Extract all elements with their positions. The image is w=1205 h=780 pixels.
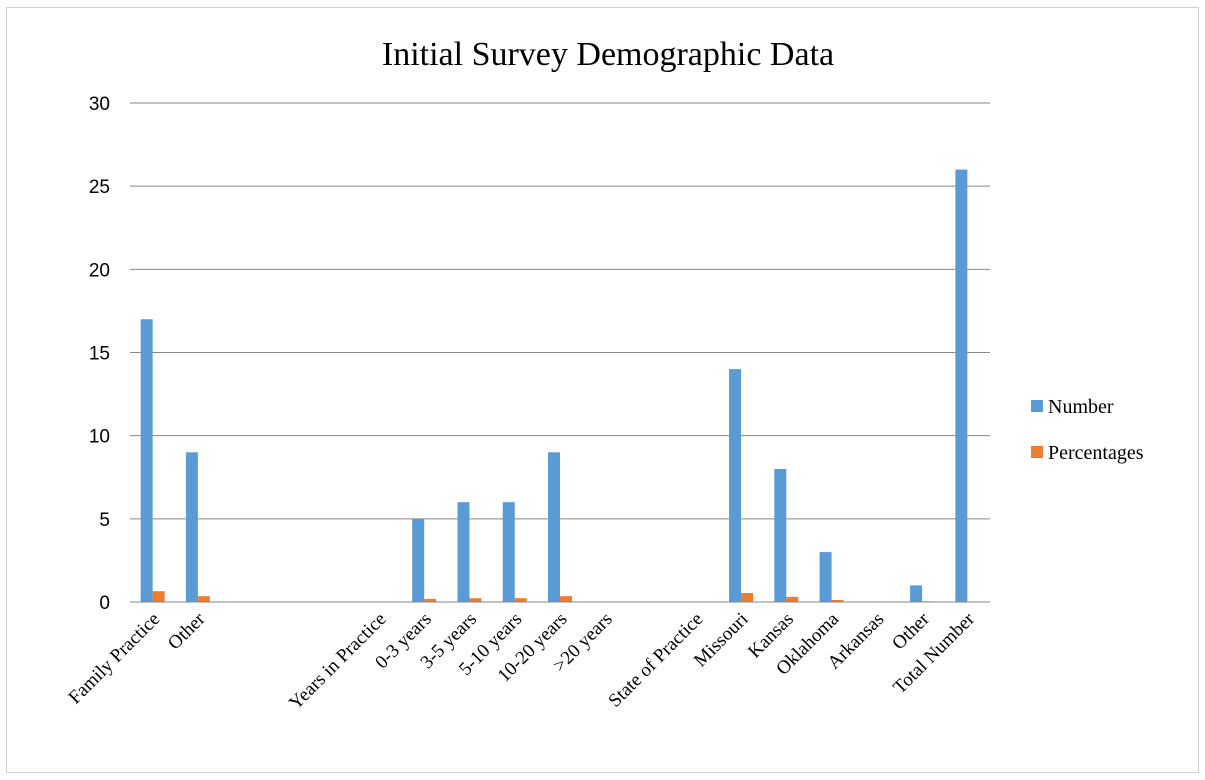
bar-percentages: [786, 596, 799, 602]
y-tick-label: 0: [99, 593, 110, 614]
bar-number: [910, 585, 923, 602]
bar-number: [185, 452, 198, 602]
bar-number: [774, 468, 787, 602]
legend-label: Number: [1048, 396, 1114, 418]
y-tick-label: 30: [89, 94, 110, 115]
y-tick-label: 25: [89, 177, 110, 198]
bar-percentages: [560, 596, 572, 602]
y-tick-label: 5: [99, 510, 110, 531]
bar-percentages: [741, 593, 754, 602]
chart-frame: [6, 7, 1199, 773]
gridlines: [130, 102, 990, 520]
legend-label: Percentages: [1048, 442, 1144, 464]
bar-number: [140, 319, 153, 602]
bars: [140, 169, 968, 603]
y-tick-label: 20: [89, 260, 110, 281]
bar-number: [819, 552, 832, 602]
chart-title: Initial Survey Demographic Data: [382, 36, 834, 73]
bar-number: [412, 518, 425, 602]
bar-percentages: [197, 596, 210, 602]
bar-percentages: [469, 598, 482, 602]
bar-number: [955, 169, 968, 603]
bar-percentages: [514, 598, 527, 602]
legend-swatch: [1031, 446, 1043, 458]
legend: Number Percentages: [1031, 396, 1144, 464]
x-axis: Family Practice Other Years in Practice0-3…: [65, 608, 980, 714]
bar-number: [729, 369, 742, 602]
x-tick-label: State of Practice: [604, 609, 707, 712]
x-tick-label: Family Practice: [65, 609, 165, 709]
x-tick-label: Other: [164, 608, 210, 654]
y-tick-label: 10: [89, 427, 110, 448]
bar-number: [548, 452, 560, 602]
bar-percentages: [424, 598, 437, 602]
legend-swatch: [1031, 400, 1043, 412]
bar-percentages: [152, 591, 165, 602]
bar-number: [457, 502, 470, 602]
bar-percentages: [831, 600, 844, 602]
y-axis: 0 5 10 15 20 25 30: [89, 94, 110, 614]
y-tick-label: 15: [89, 344, 110, 365]
bar-number: [502, 502, 515, 602]
